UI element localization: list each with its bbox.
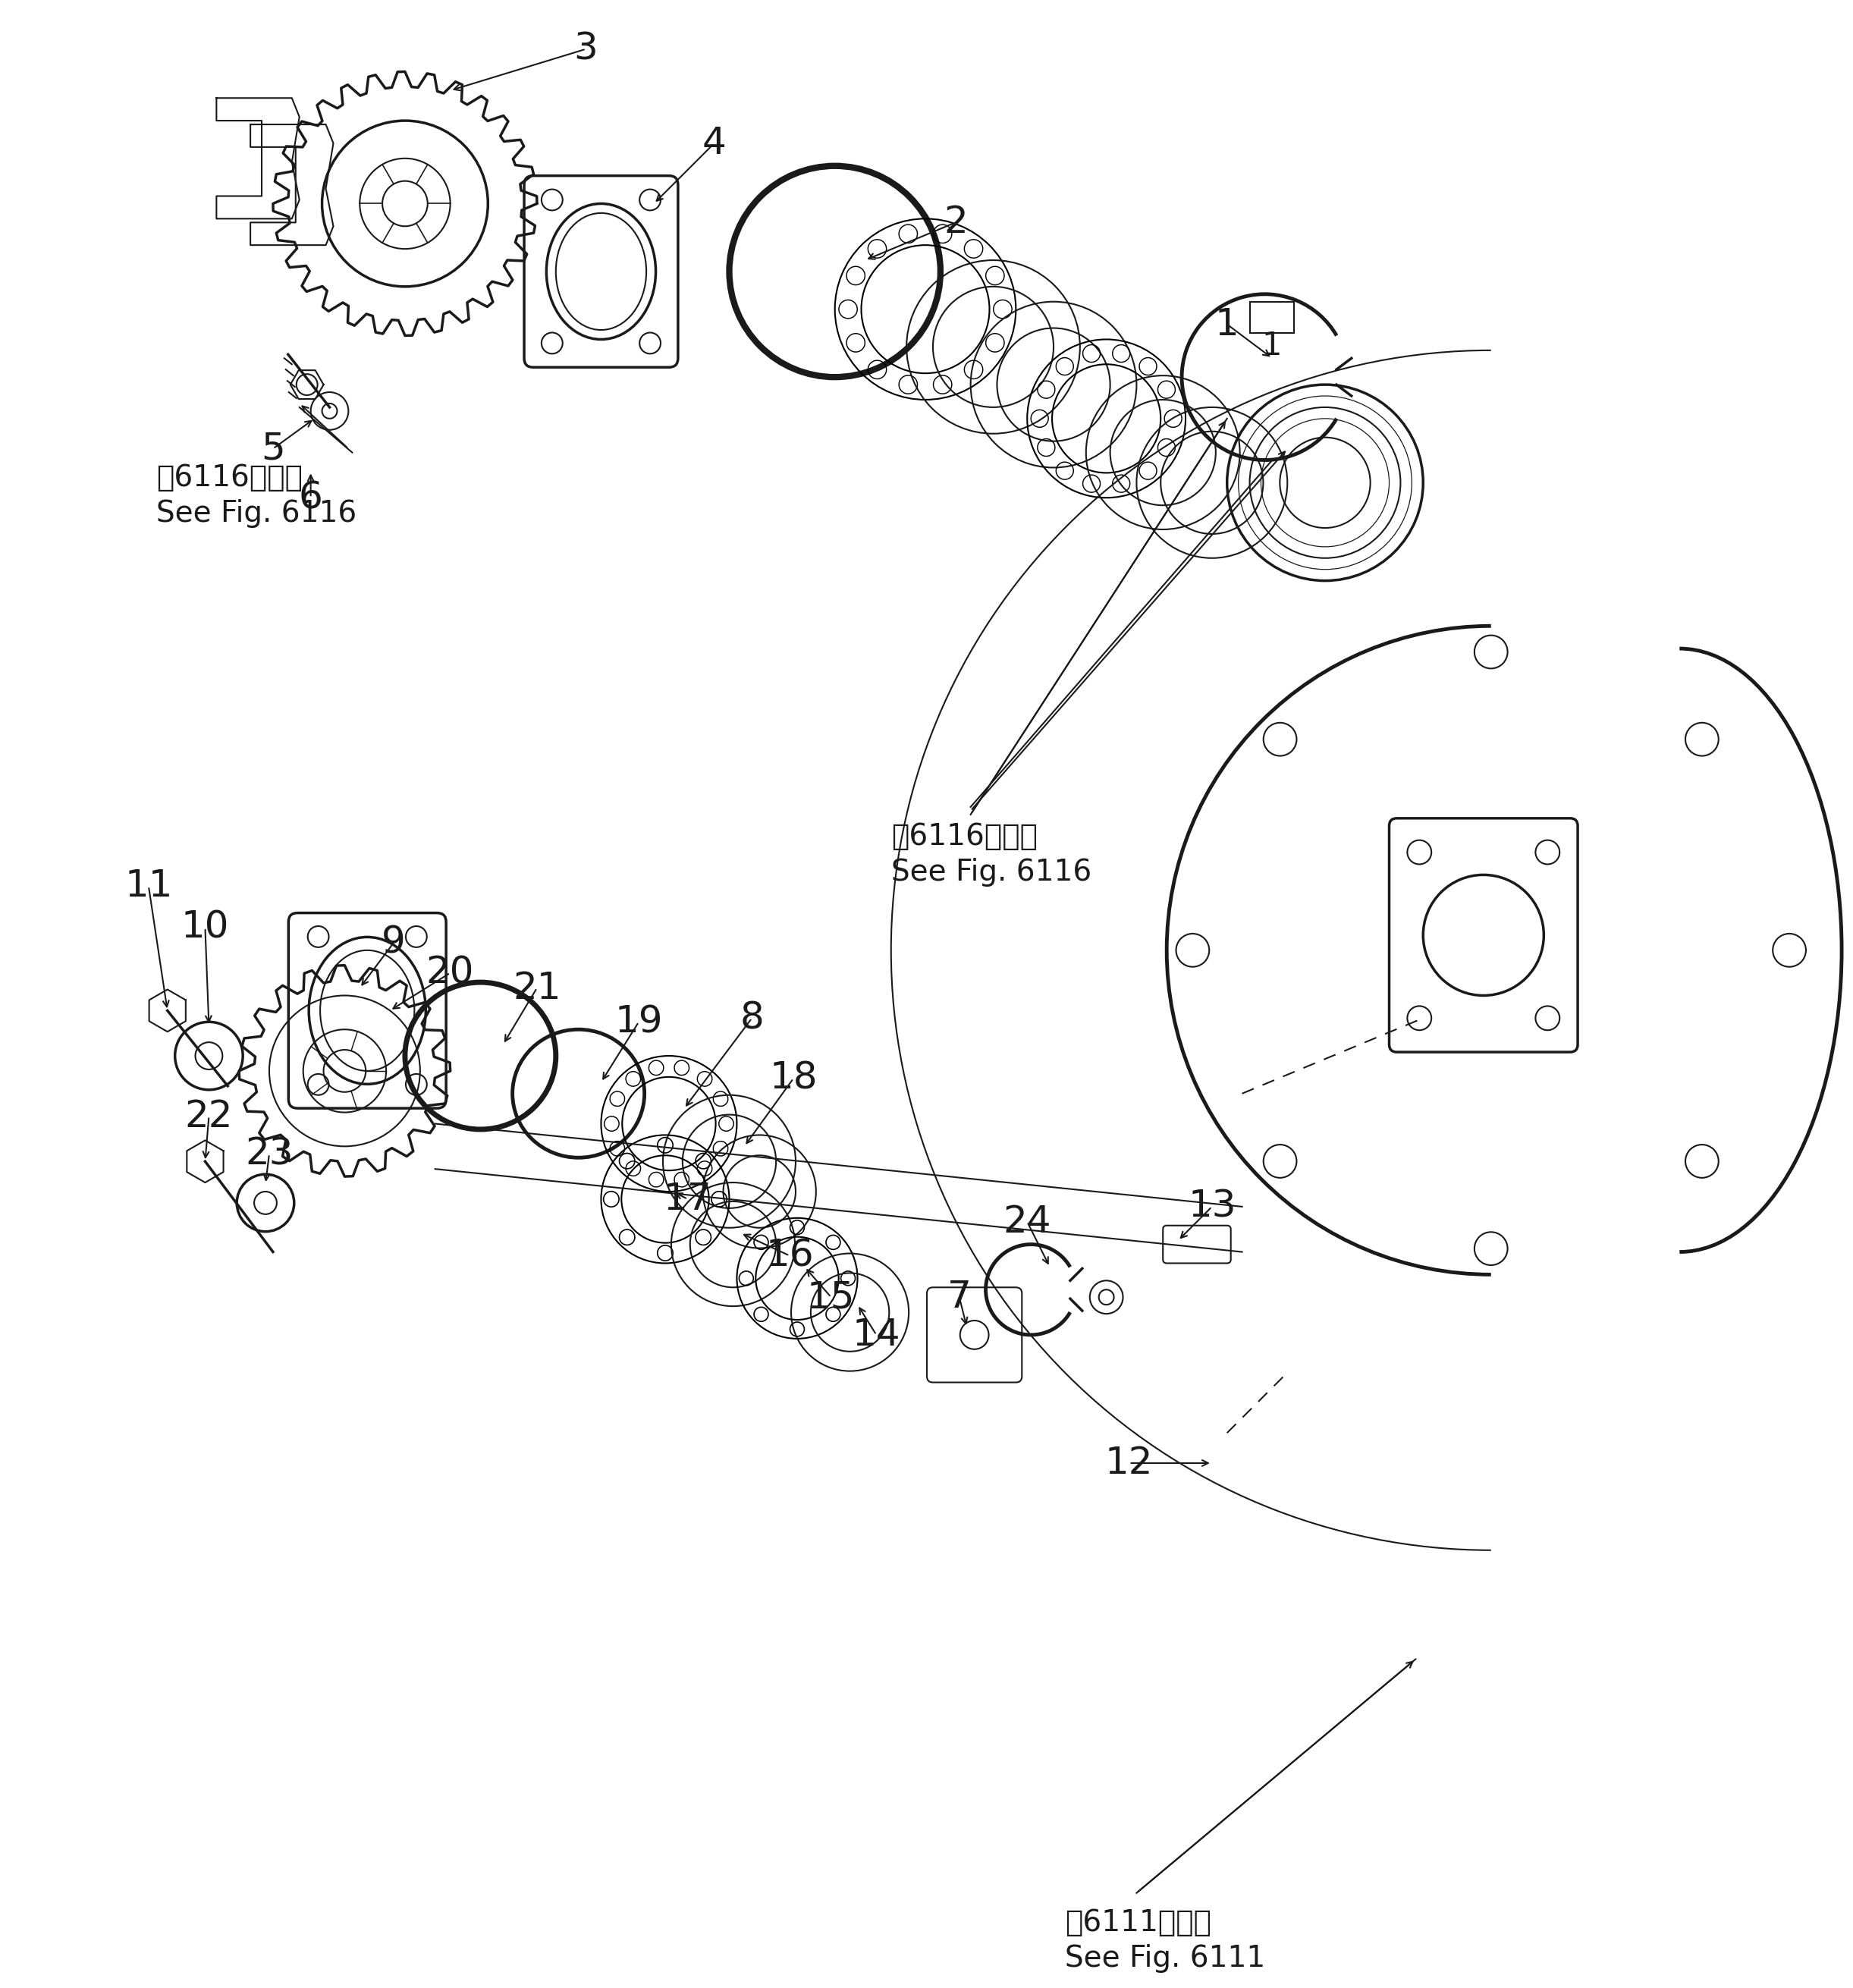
FancyBboxPatch shape xyxy=(1249,302,1293,334)
Text: 23: 23 xyxy=(245,1135,293,1173)
Text: 15: 15 xyxy=(808,1278,856,1316)
Text: 1: 1 xyxy=(1262,330,1282,362)
Text: 14: 14 xyxy=(852,1316,901,1354)
Text: 11: 11 xyxy=(124,869,172,905)
Text: 1: 1 xyxy=(1216,306,1240,342)
Text: 9: 9 xyxy=(382,924,406,960)
Text: 第6111図参照
See Fig. 6111: 第6111図参照 See Fig. 6111 xyxy=(1065,1908,1266,1972)
Text: 13: 13 xyxy=(1188,1189,1236,1225)
Text: 10: 10 xyxy=(182,909,230,946)
Text: 16: 16 xyxy=(765,1237,813,1274)
Text: 20: 20 xyxy=(426,954,474,992)
Text: 第6116図参照
See Fig. 6116: 第6116図参照 See Fig. 6116 xyxy=(156,463,356,529)
Text: 4: 4 xyxy=(702,125,726,161)
Text: 22: 22 xyxy=(185,1097,233,1135)
Text: 24: 24 xyxy=(1002,1203,1051,1241)
Text: 第6116図参照
See Fig. 6116: 第6116図参照 See Fig. 6116 xyxy=(891,823,1091,887)
Text: 17: 17 xyxy=(663,1181,712,1217)
Text: 6: 6 xyxy=(298,479,322,517)
Text: 7: 7 xyxy=(947,1278,971,1316)
Text: 21: 21 xyxy=(513,970,561,1006)
Text: 8: 8 xyxy=(739,1000,763,1036)
Text: 2: 2 xyxy=(943,205,967,241)
Text: 3: 3 xyxy=(574,32,599,68)
Text: 12: 12 xyxy=(1104,1445,1153,1481)
Text: 18: 18 xyxy=(769,1060,817,1097)
Text: 19: 19 xyxy=(615,1004,663,1040)
Text: 5: 5 xyxy=(261,431,285,467)
